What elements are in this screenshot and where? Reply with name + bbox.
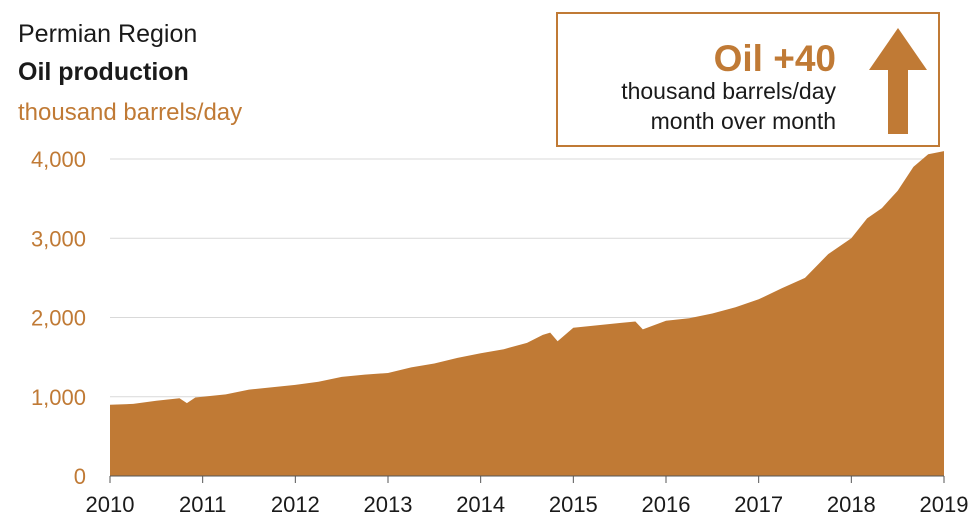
chart-title: Oil production <box>18 58 189 86</box>
chart-subtitle: Permian Region <box>18 20 198 48</box>
x-tick-label: 2012 <box>271 492 320 517</box>
x-tick-label: 2016 <box>642 492 691 517</box>
mom-change-callout: Oil +40 thousand barrels/day month over … <box>556 12 940 147</box>
x-tick-label: 2014 <box>456 492 505 517</box>
x-tick-label: 2015 <box>549 492 598 517</box>
y-tick-label: 1,000 <box>31 385 86 410</box>
production-area <box>110 151 944 476</box>
x-axis <box>109 475 945 483</box>
x-tick-label: 2011 <box>179 492 226 517</box>
y-axis-unit-label: thousand barrels/day <box>18 99 243 126</box>
y-axis-tick-labels: 0 1,000 2,000 3,000 4,000 <box>31 147 86 489</box>
x-tick-label: 2017 <box>734 492 783 517</box>
up-arrow-icon <box>869 28 927 134</box>
x-tick-label: 2019 <box>920 492 969 517</box>
x-tick-label: 2010 <box>86 492 135 517</box>
y-tick-label: 0 <box>74 464 86 489</box>
y-tick-label: 4,000 <box>31 147 86 172</box>
callout-headline: Oil +40 <box>713 38 836 79</box>
series-area <box>110 151 944 476</box>
callout-unit-line: thousand barrels/day <box>621 78 836 104</box>
y-tick-label: 3,000 <box>31 226 86 251</box>
x-axis-tick-labels: 2010 2011 2012 2013 2014 2015 2016 2017 2018 2019 <box>86 492 969 517</box>
x-tick-label: 2013 <box>364 492 413 517</box>
y-tick-label: 2,000 <box>31 306 86 331</box>
callout-period-line: month over month <box>650 108 836 134</box>
x-tick-label: 2018 <box>827 492 876 517</box>
